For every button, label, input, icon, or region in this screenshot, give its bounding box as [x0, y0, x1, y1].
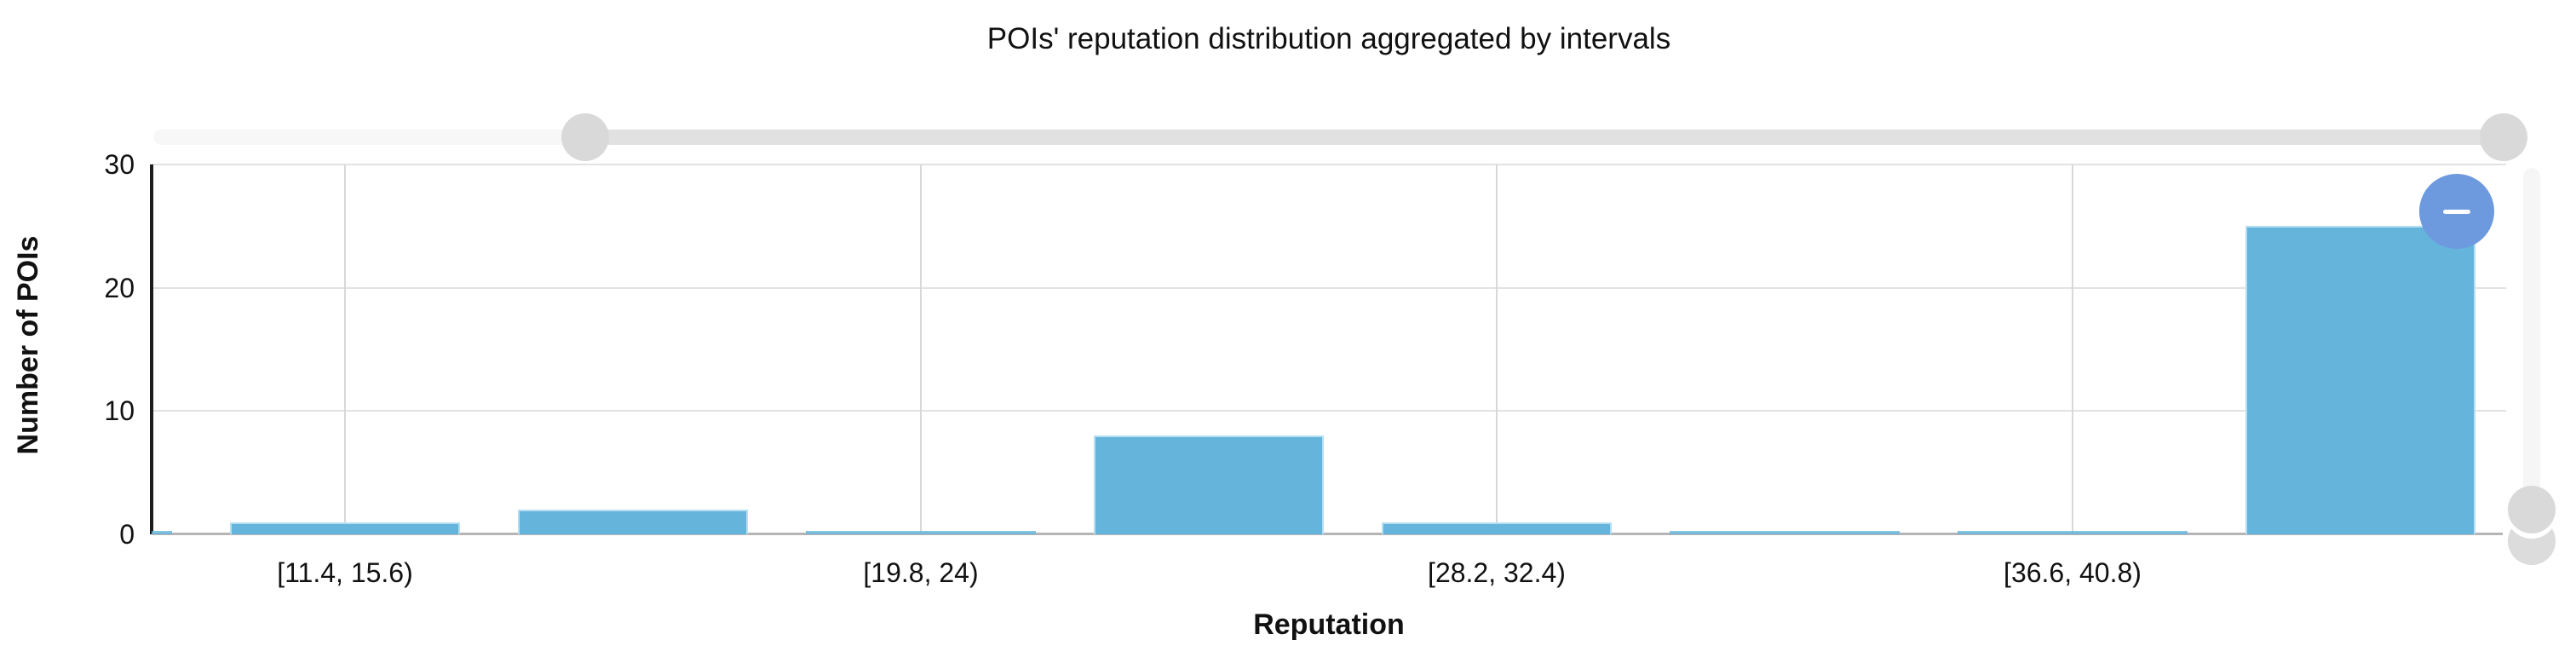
histogram-bar[interactable] — [518, 510, 748, 534]
y-axis-line — [150, 164, 153, 534]
x-tick-label: [36.6, 40.8) — [2004, 557, 2142, 588]
x-zoom-handle-right[interactable] — [2479, 113, 2527, 161]
x-tick-label: [19.8, 24) — [863, 557, 979, 588]
y-zoom-handle-top[interactable] — [2508, 485, 2556, 533]
x-axis-title: Reputation — [1253, 608, 1405, 641]
y-tick-label: 20 — [104, 272, 135, 303]
y-tick-label: 30 — [104, 149, 135, 180]
x-axis-line — [152, 533, 2503, 535]
x-tick-label: [11.4, 15.6) — [277, 557, 413, 588]
histogram-bar[interactable] — [1382, 522, 1612, 534]
minus-icon — [2443, 210, 2470, 214]
x-tick-label: [28.2, 32.4) — [1428, 557, 1566, 588]
y-gridline — [152, 286, 2506, 289]
histogram-bar-zero[interactable] — [1958, 531, 2188, 534]
x-gridline — [920, 164, 922, 534]
x-gridline — [2072, 164, 2073, 534]
histogram-bar[interactable] — [1094, 435, 1324, 534]
histogram-bar-zero[interactable] — [152, 531, 172, 534]
histogram-bar-zero[interactable] — [1670, 531, 1900, 534]
y-zoom-slider-rail[interactable] — [2523, 168, 2540, 531]
y-gridline — [152, 410, 2506, 412]
histogram-bar-zero[interactable] — [806, 531, 1036, 534]
x-zoom-handle-left[interactable] — [561, 113, 609, 161]
y-tick-label: 10 — [104, 395, 135, 427]
x-gridline — [1496, 164, 1498, 534]
y-gridline — [152, 164, 2506, 165]
zoom-out-button[interactable] — [2419, 174, 2494, 249]
histogram-bar[interactable] — [230, 522, 460, 534]
x-gridline — [344, 164, 346, 534]
y-tick-label: 0 — [119, 519, 135, 550]
x-zoom-slider-track[interactable] — [584, 130, 2504, 145]
y-axis-title: Number of POIs — [12, 235, 44, 455]
chart-title: POIs' reputation distribution aggregated… — [986, 22, 1671, 55]
histogram-bar[interactable] — [2245, 226, 2475, 534]
